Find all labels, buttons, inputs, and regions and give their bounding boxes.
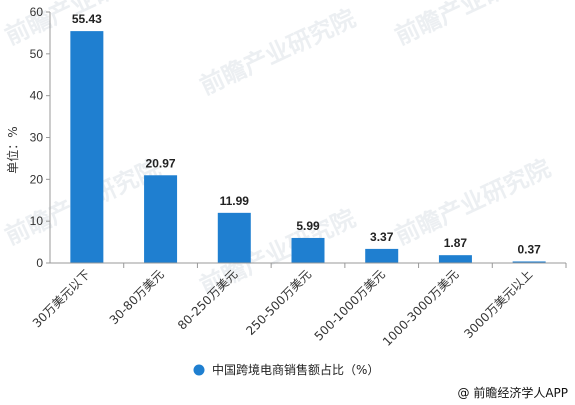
data-label: 55.43 [72, 12, 102, 26]
x-category-label: 30-80万美元 [107, 267, 167, 327]
y-tick-label: 30 [30, 131, 44, 145]
bar [217, 212, 251, 263]
y-tick-label: 50 [30, 47, 44, 61]
data-label: 11.99 [220, 194, 250, 208]
data-label: 5.99 [296, 219, 320, 233]
y-tick-label: 0 [36, 256, 43, 270]
x-category-label: 3000万美元以上 [461, 267, 535, 341]
source-credit: @ 前瞻经济学人APP [458, 385, 569, 400]
bars-group: 55.43 20.97 11.99 5.99 3.37 1.87 0.37 [70, 12, 546, 264]
x-axis: 30万美元以下 30-80万美元 80-250万美元 250-500万美元500-10… [30, 262, 567, 349]
legend: 中国跨境电商销售额占比（%） [193, 362, 379, 377]
legend-marker [193, 364, 205, 376]
data-label: 3.37 [370, 230, 394, 244]
watermark-text: 前瞻产业研究院 [391, 0, 555, 50]
bar [438, 255, 472, 263]
y-tick-label: 10 [30, 214, 44, 228]
x-category-label: 30万美元以下 [30, 267, 93, 330]
data-label: 1.87 [444, 236, 468, 250]
y-axis-title: 单位：% [5, 126, 20, 173]
data-label: 0.37 [517, 242, 541, 256]
y-tick-label: 40 [30, 89, 44, 103]
watermark-text: 前瞻产业研究院 [391, 154, 555, 250]
y-axis: 0 10 20 30 40 50 60 [30, 5, 51, 270]
y-tick-label: 20 [30, 172, 44, 186]
y-tick-label: 60 [30, 5, 44, 19]
bar [70, 31, 104, 264]
x-category-label: 1000-3000万美元 [380, 267, 462, 349]
data-label: 20.97 [146, 156, 176, 170]
bar [291, 237, 325, 263]
watermark-text: 前瞻产业研究院 [196, 4, 360, 100]
bar [365, 248, 399, 263]
bar [144, 175, 178, 263]
x-category-label: 500-1000万美元 [312, 267, 388, 343]
bar [512, 261, 546, 263]
legend-label: 中国跨境电商销售额占比（%） [212, 362, 379, 377]
